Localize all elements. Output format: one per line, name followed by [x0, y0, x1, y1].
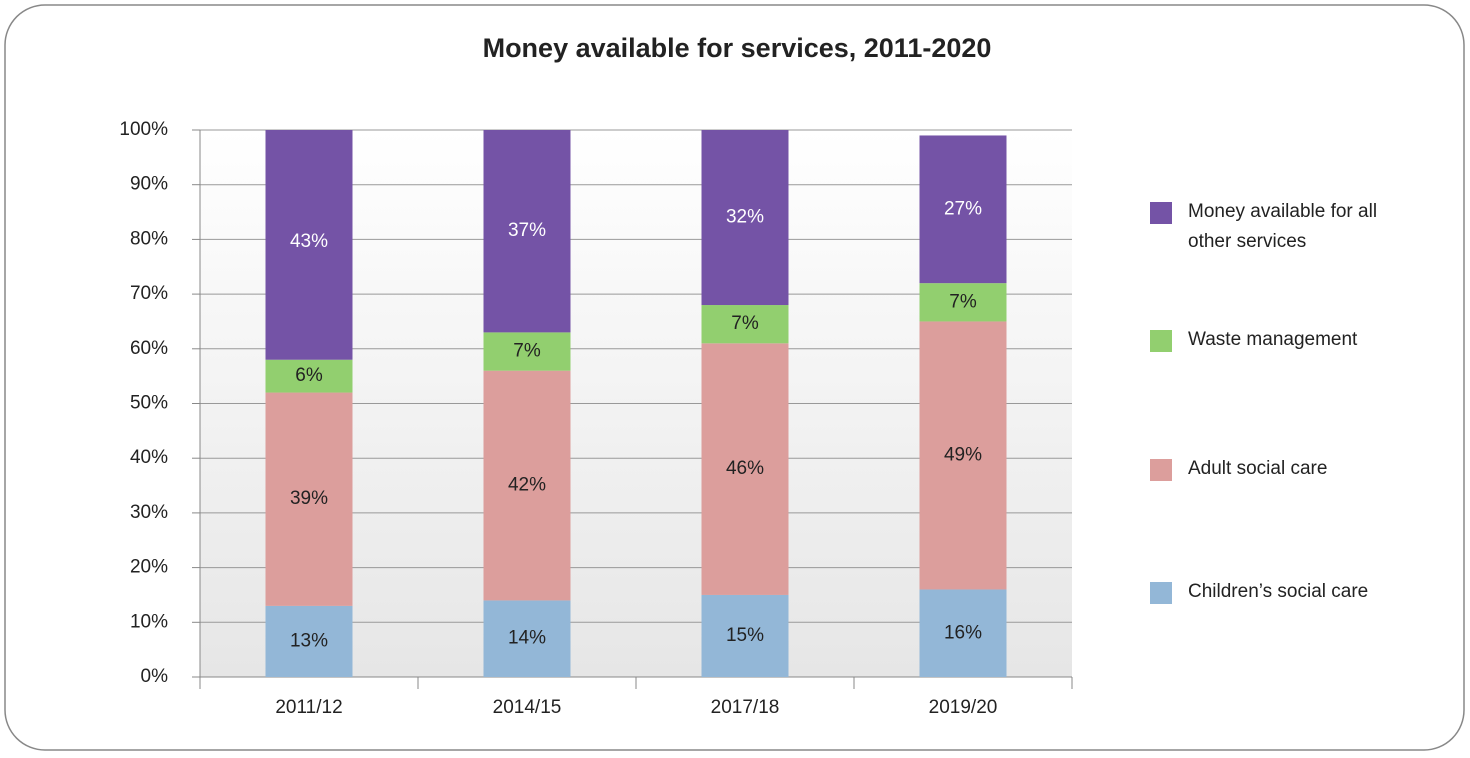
data-label: 7% [731, 313, 759, 334]
data-label: 32% [726, 207, 764, 228]
data-label: 42% [508, 475, 546, 496]
bar-segment [483, 600, 571, 677]
y-tick-label: 40% [130, 447, 168, 468]
bar-segment [701, 130, 789, 306]
legend-swatch [1150, 459, 1172, 481]
data-label: 46% [726, 458, 764, 479]
legend-item: Children’s social care [1150, 581, 1450, 607]
y-tick-label: 30% [130, 502, 168, 523]
data-label: 7% [949, 291, 977, 312]
data-label: 27% [944, 198, 982, 219]
data-label: 43% [290, 231, 328, 252]
data-label: 37% [508, 220, 546, 241]
y-tick-label: 0% [141, 666, 169, 687]
x-tick-label: 2017/18 [711, 697, 780, 718]
bar-segment [265, 605, 353, 677]
legend-swatch [1150, 582, 1172, 604]
bar-segment [701, 305, 789, 344]
bar-segment [919, 589, 1007, 677]
data-label: 14% [508, 628, 546, 649]
bar-segment [483, 130, 571, 333]
x-tick-label: 2011/12 [275, 697, 342, 718]
bar-segment [919, 283, 1007, 322]
legend-item: Adult social care [1150, 458, 1450, 484]
x-tick-label: 2019/20 [929, 697, 998, 718]
legend-label: Waste management [1188, 329, 1358, 350]
bar-segment [919, 321, 1007, 590]
y-tick-label: 50% [130, 393, 168, 414]
bar-segment [265, 392, 353, 606]
y-tick-label: 70% [130, 283, 168, 304]
bar-segment [483, 370, 571, 601]
y-tick-label: 10% [130, 611, 168, 632]
y-tick-label: 60% [130, 338, 168, 359]
legend-swatch [1150, 202, 1172, 224]
legend-label: Adult social care [1188, 458, 1328, 479]
y-tick-label: 90% [130, 174, 168, 195]
data-label: 49% [944, 444, 982, 465]
data-label: 16% [944, 622, 982, 643]
data-label: 13% [290, 630, 328, 651]
data-label: 7% [513, 341, 541, 362]
x-tick-label: 2014/15 [493, 697, 562, 718]
data-label: 15% [726, 625, 764, 646]
bar-segment [701, 594, 789, 677]
legend-swatch [1150, 330, 1172, 352]
legend-item: Waste management [1150, 329, 1450, 355]
y-tick-label: 100% [119, 119, 168, 140]
bar-segment [265, 130, 353, 360]
legend-item: Money available for all other services [1150, 201, 1450, 257]
legend-label: Money available for all other services [1188, 201, 1378, 252]
y-tick-label: 20% [130, 557, 168, 578]
chart-title: Money available for services, 2011-2020 [483, 33, 992, 63]
bar-segment [919, 135, 1007, 284]
bar-segment [483, 332, 571, 371]
data-label: 39% [290, 488, 328, 509]
data-label: 6% [295, 365, 323, 386]
bar-segment [701, 343, 789, 595]
legend-label: Children’s social care [1188, 581, 1369, 602]
y-tick-label: 80% [130, 228, 168, 249]
bar-segment [265, 359, 353, 393]
